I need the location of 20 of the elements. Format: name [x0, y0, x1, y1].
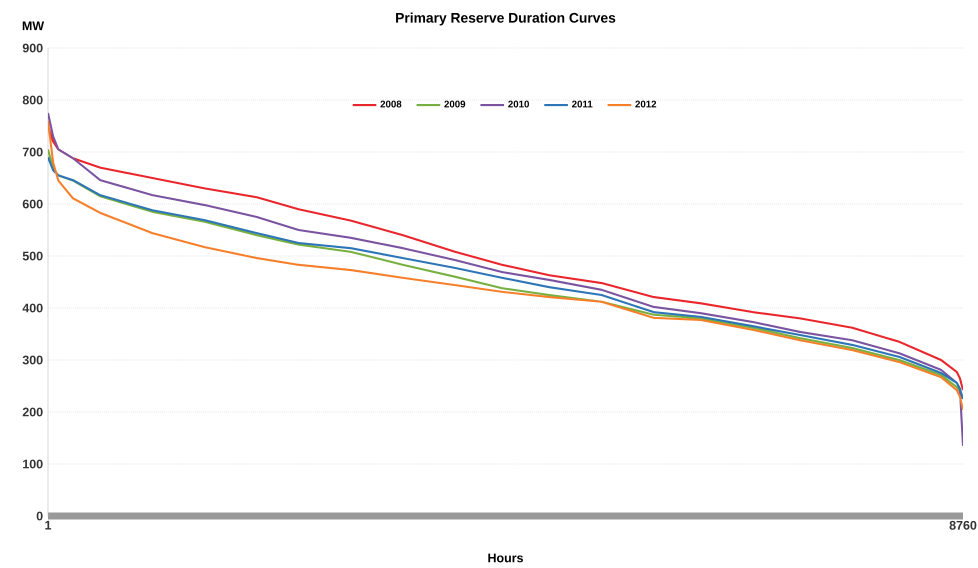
y-tick-label: 400	[22, 304, 43, 312]
chart-title: Primary Reserve Duration Curves	[396, 12, 616, 26]
legend-label: 2008	[380, 100, 402, 108]
y-tick-label: 600	[22, 200, 43, 208]
y-axis-title: MW	[22, 22, 44, 30]
y-tick-label: 100	[23, 460, 43, 468]
legend-label: 2009	[444, 100, 466, 108]
y-tick-label: 700	[22, 148, 43, 156]
y-tick-label: 200	[22, 408, 43, 416]
legend-label: 2012	[635, 100, 656, 108]
y-tick-label: 800	[22, 96, 43, 104]
x-tick-label: 8760	[950, 520, 976, 530]
y-tick-label: 300	[22, 356, 43, 364]
y-tick-label: 900	[22, 44, 43, 52]
y-tick-label: 0	[36, 512, 43, 520]
legend-label: 2010	[508, 100, 529, 108]
x-axis-title: Hours	[488, 554, 523, 562]
x-tick-label: 1	[45, 520, 52, 530]
legend-label: 2011	[572, 100, 592, 108]
y-tick-label: 500	[22, 252, 43, 260]
